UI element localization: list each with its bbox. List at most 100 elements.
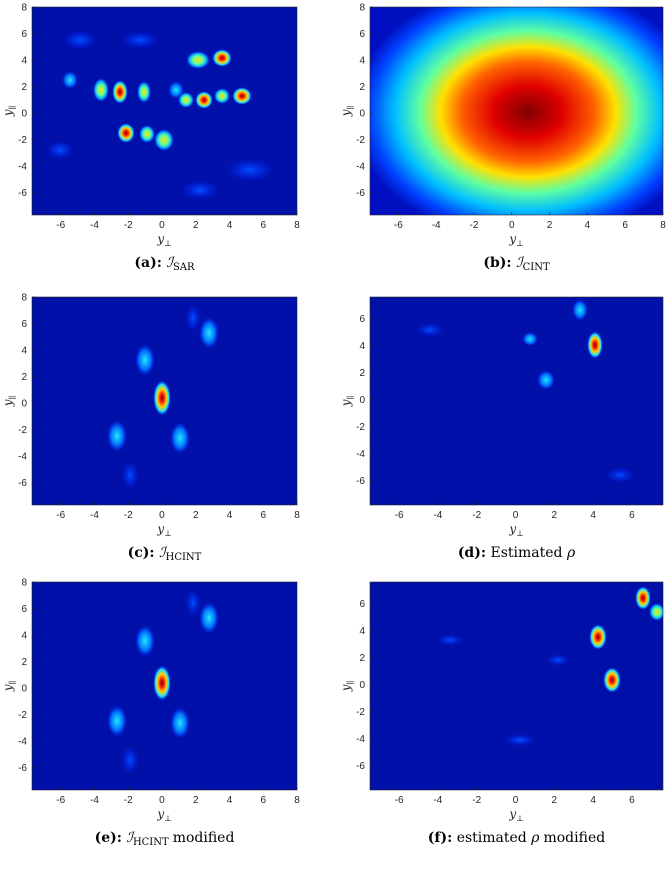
x-tick-label: 6	[629, 795, 635, 806]
y-tick-label: 8	[21, 293, 27, 304]
x-tick-label: 4	[590, 795, 596, 806]
heatmap-e	[32, 582, 297, 790]
x-tick-label: 2	[193, 510, 199, 521]
caption-text: estimated	[457, 830, 527, 846]
x-axis-sub: ⊥	[164, 239, 172, 248]
y-tick-label: -2	[18, 425, 27, 436]
x-tick-label: 2	[552, 510, 558, 521]
y-tick-label: 0	[21, 683, 27, 694]
x-tick-label: -6	[395, 510, 404, 521]
x-tick-label: 2	[193, 220, 199, 231]
caption: (e): ℐHCINT modified	[95, 830, 235, 848]
plot-frame	[369, 581, 664, 791]
y-tick-label: 8	[21, 578, 27, 589]
y-tick-label: 6	[21, 319, 27, 330]
y-axis-sub: ∥	[8, 396, 17, 400]
y-tick-label: -4	[356, 449, 365, 460]
x-tick-label: 4	[227, 795, 233, 806]
y-tick-label: 8	[21, 3, 27, 14]
x-tick-label: -4	[432, 220, 441, 231]
y-axis-label: y∥	[1, 681, 17, 692]
x-axis-sub: ⊥	[516, 529, 524, 538]
x-tick-label: 2	[193, 795, 199, 806]
y-tick-label: -2	[356, 135, 365, 146]
x-axis-symbol: y	[508, 522, 516, 536]
caption-symbol: ℐ	[516, 255, 525, 271]
caption: (b): ℐCINT	[483, 255, 550, 273]
y-tick-label: 4	[21, 345, 27, 356]
y-tick-label: 0	[359, 680, 365, 691]
y-tick-label: 8	[359, 3, 365, 14]
x-tick-label: -2	[124, 510, 133, 521]
x-tick-label: 6	[260, 510, 266, 521]
x-axis-sub: ⊥	[164, 814, 172, 823]
caption: (f): estimated ρ modified	[428, 830, 605, 846]
caption-sub: HCINT	[133, 837, 169, 848]
x-tick-label: 6	[260, 220, 266, 231]
plot-frame	[31, 296, 298, 506]
x-axis-symbol: y	[156, 807, 164, 821]
y-tick-label: 4	[359, 341, 365, 352]
y-axis-symbol: y	[1, 684, 15, 692]
caption-tag: (f):	[428, 830, 452, 846]
x-tick-label: 8	[294, 510, 300, 521]
x-tick-label: 8	[294, 220, 300, 231]
heatmap-a	[32, 7, 297, 215]
y-axis-sub: ∥	[8, 681, 17, 685]
y-tick-label: -2	[18, 135, 27, 146]
y-axis-label: y∥	[339, 106, 355, 117]
y-tick-label: -4	[18, 736, 27, 747]
caption-text: modified	[173, 830, 235, 846]
caption-tag: (e):	[95, 830, 122, 846]
y-tick-label: 4	[21, 55, 27, 66]
y-tick-label: -6	[356, 476, 365, 487]
y-tick-label: -6	[356, 761, 365, 772]
y-axis-symbol: y	[1, 109, 15, 117]
y-axis-sub: ∥	[8, 106, 17, 110]
x-tick-label: 6	[622, 220, 628, 231]
x-tick-label: -2	[472, 795, 481, 806]
x-tick-label: -6	[56, 795, 65, 806]
y-tick-label: 2	[21, 657, 27, 668]
y-tick-label: -2	[18, 710, 27, 721]
x-tick-label: -2	[124, 220, 133, 231]
heatmap-c	[32, 297, 297, 505]
y-axis-label: y∥	[339, 396, 355, 407]
heatmap-f	[370, 582, 663, 790]
y-tick-label: -6	[18, 188, 27, 199]
y-axis-sub: ∥	[346, 106, 355, 110]
y-tick-label: 2	[359, 82, 365, 93]
y-tick-label: 6	[359, 29, 365, 40]
y-tick-label: 6	[21, 29, 27, 40]
caption-symbol: ℐ	[166, 255, 175, 271]
y-tick-label: -6	[356, 188, 365, 199]
plot-frame	[31, 6, 298, 216]
caption-tag: (c):	[128, 545, 155, 561]
y-axis-symbol: y	[339, 399, 353, 407]
x-tick-label: -2	[470, 220, 479, 231]
x-axis-sub: ⊥	[164, 529, 172, 538]
x-axis-symbol: y	[508, 807, 516, 821]
plot-frame	[369, 296, 664, 506]
x-tick-label: 8	[294, 795, 300, 806]
y-tick-label: 4	[359, 55, 365, 66]
x-tick-label: -2	[124, 795, 133, 806]
x-axis-symbol: y	[156, 232, 164, 246]
x-axis-label: y⊥	[156, 807, 171, 823]
caption-text: modified	[543, 830, 605, 846]
x-tick-label: -6	[56, 510, 65, 521]
y-tick-label: 4	[359, 626, 365, 637]
y-tick-label: 6	[359, 599, 365, 610]
caption-text: Estimated	[490, 545, 562, 561]
y-tick-label: -4	[356, 161, 365, 172]
x-axis-sub: ⊥	[516, 239, 524, 248]
x-tick-label: 0	[159, 220, 165, 231]
heatmap-d	[370, 297, 663, 505]
y-axis-symbol: y	[339, 109, 353, 117]
x-tick-label: -4	[90, 220, 99, 231]
caption: (d): Estimated ρ	[458, 545, 576, 561]
